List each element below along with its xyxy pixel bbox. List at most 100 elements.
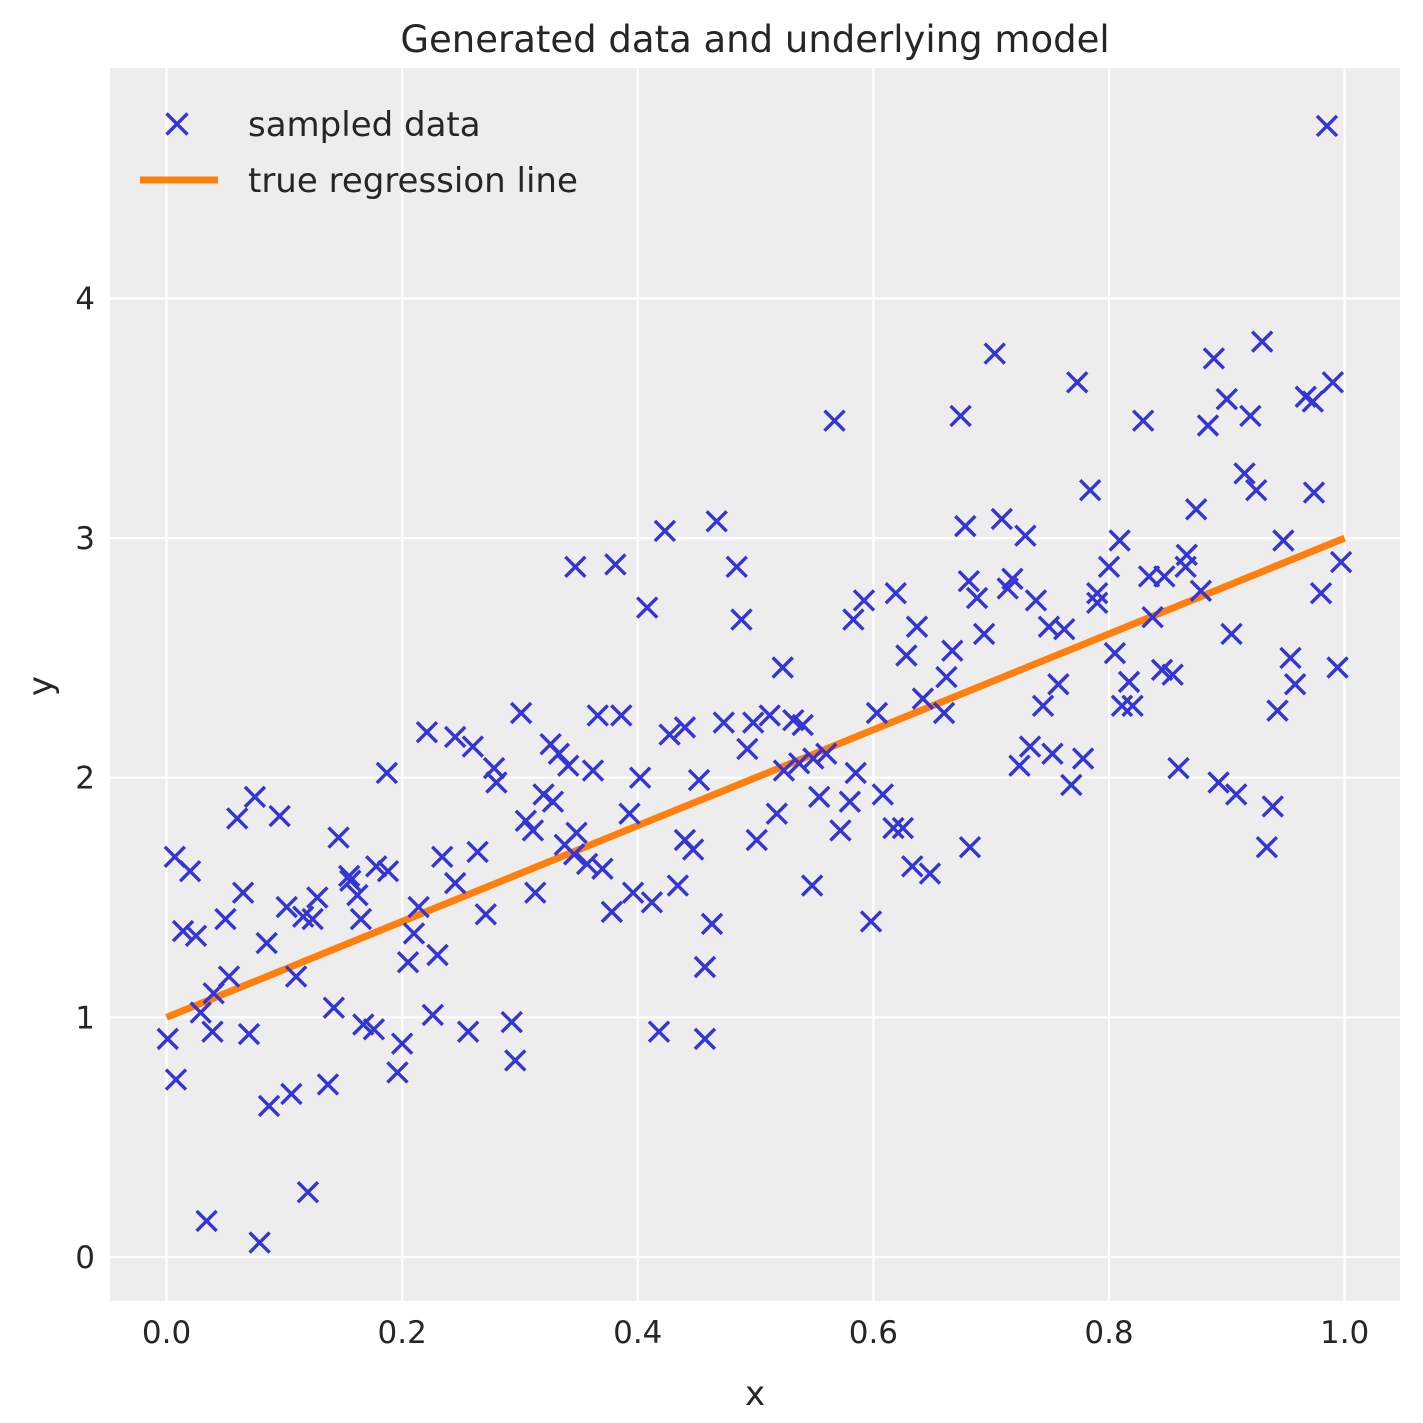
x-marker <box>1225 783 1248 806</box>
x-marker <box>178 859 202 883</box>
x-marker <box>322 996 346 1019</box>
x-marker <box>327 826 350 849</box>
x-marker <box>891 816 915 840</box>
legend-label-true-regression-line: true regression line <box>248 161 578 201</box>
x-marker <box>859 910 883 933</box>
x-marker <box>1309 582 1333 605</box>
x-marker <box>565 821 588 845</box>
x-marker <box>932 701 956 725</box>
x-marker <box>693 955 717 979</box>
x-marker <box>1321 371 1345 394</box>
sampled-data-points <box>156 114 1353 1254</box>
legend-x-marker-icon <box>165 112 189 136</box>
x-marker <box>461 735 485 758</box>
x-marker <box>901 855 924 878</box>
x-tick-labels: 0.0 0.2 0.4 0.6 0.8 1.0 <box>142 1315 1369 1351</box>
x-marker <box>666 874 690 897</box>
x-marker <box>466 840 489 864</box>
x-marker <box>1121 694 1144 718</box>
x-marker <box>1086 591 1109 614</box>
x-marker <box>787 752 811 775</box>
x-marker <box>965 586 989 610</box>
x-marker <box>745 828 768 852</box>
x-marker <box>426 943 449 967</box>
x-marker <box>911 687 935 710</box>
x-marker <box>257 1094 281 1118</box>
x-marker <box>514 809 538 833</box>
x-marker <box>1141 605 1164 629</box>
x-marker <box>725 555 748 579</box>
x-marker <box>990 507 1014 531</box>
x-marker <box>509 701 533 725</box>
x-marker <box>1174 555 1197 579</box>
true-regression-line <box>165 534 1346 1021</box>
x-marker <box>591 857 614 880</box>
x-marker <box>621 881 645 904</box>
x-marker <box>658 723 681 746</box>
x-marker <box>1014 524 1037 547</box>
x-marker <box>1329 550 1353 574</box>
x-marker <box>339 869 362 892</box>
x-marker <box>852 589 876 612</box>
x-marker <box>431 845 454 868</box>
x-marker <box>306 886 329 909</box>
x-marker <box>346 883 369 907</box>
x-axis-label: x <box>745 1374 765 1414</box>
x-marker <box>164 1068 188 1091</box>
x-marker <box>647 1020 671 1043</box>
y-tick-label: 1 <box>75 1000 95 1036</box>
x-marker <box>1086 582 1109 605</box>
x-marker <box>280 1082 303 1106</box>
x-marker <box>521 819 545 842</box>
x-marker <box>255 931 278 955</box>
x-marker <box>557 754 580 777</box>
chart-title: Generated data and underlying model <box>400 18 1109 61</box>
x-marker <box>1326 656 1349 679</box>
legend-label-sampled-data: sampled data <box>248 105 481 145</box>
x-marker <box>1131 409 1155 432</box>
x-marker <box>1078 478 1102 502</box>
x-marker <box>284 965 308 988</box>
x-marker <box>842 608 865 631</box>
x-marker <box>972 622 996 646</box>
x-marker <box>882 816 905 840</box>
x-marker <box>610 704 633 727</box>
x-marker <box>504 1049 527 1072</box>
x-marker <box>1266 699 1289 722</box>
x-marker <box>443 725 467 749</box>
x-marker <box>884 582 907 605</box>
x-marker <box>958 835 982 859</box>
legend: sampled data true regression line <box>140 105 578 201</box>
x-marker <box>1315 114 1339 138</box>
x-marker <box>1202 347 1226 370</box>
x-marker <box>268 804 291 828</box>
x-marker <box>1167 756 1190 780</box>
x-marker <box>1008 754 1031 777</box>
x-marker <box>1261 795 1284 818</box>
plot-area <box>110 68 1400 1301</box>
x-marker <box>456 1020 480 1043</box>
x-tick-label: 0.0 <box>142 1315 191 1351</box>
x-marker <box>1066 371 1089 394</box>
x-marker <box>231 881 255 904</box>
x-marker <box>730 608 753 631</box>
y-axis-label: y <box>21 676 61 696</box>
x-marker <box>1184 498 1208 521</box>
x-marker <box>673 716 697 739</box>
x-marker <box>1053 617 1076 641</box>
x-marker <box>1071 747 1095 770</box>
x-marker <box>1301 390 1325 413</box>
x-marker <box>189 1001 212 1024</box>
x-marker <box>1272 529 1295 552</box>
x-tick-label: 0.4 <box>613 1315 662 1351</box>
x-marker <box>1239 404 1262 428</box>
x-marker <box>415 720 439 744</box>
x-marker <box>954 514 977 538</box>
x-marker <box>700 912 724 936</box>
x-marker <box>349 907 373 931</box>
x-marker <box>983 342 1006 365</box>
x-marker <box>636 596 659 619</box>
x-marker <box>1153 565 1176 588</box>
x-marker <box>375 761 399 785</box>
x-marker <box>800 874 824 897</box>
